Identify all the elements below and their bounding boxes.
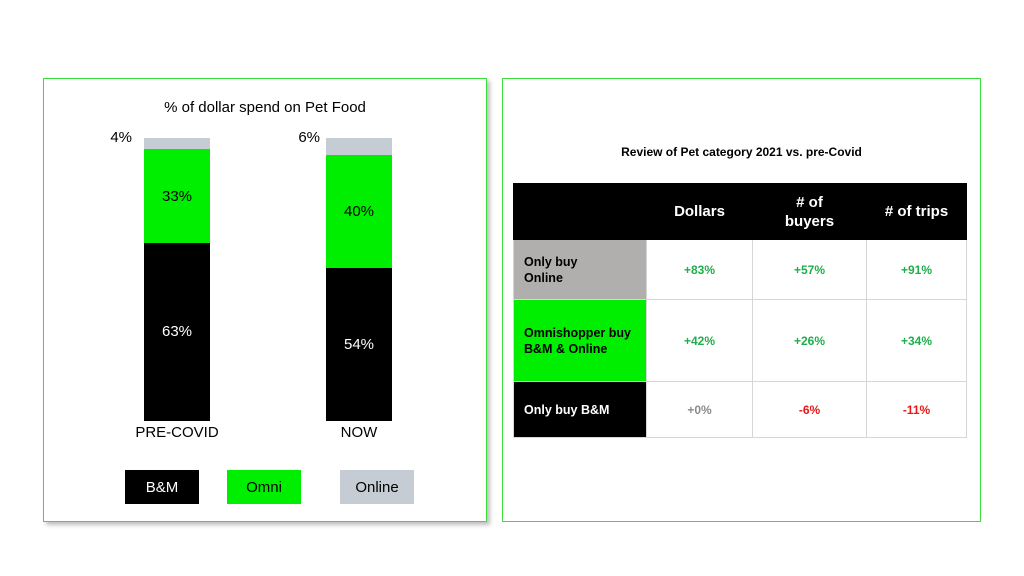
review-table: Dollars # of buyers # of trips Only buy …	[513, 183, 967, 438]
bar-now-online-segment	[326, 138, 392, 155]
legend-bm: B&M	[125, 470, 199, 504]
cell-only-bm-dollars: +0%	[646, 381, 753, 438]
row-label-only-bm: Only buy B&M	[513, 381, 647, 438]
legend-omni-label: Omni	[246, 478, 282, 496]
cell-only-bm-trips: -11%	[866, 381, 967, 438]
table-row: Omnishopper buy B&M & Online +42% +26% +…	[513, 299, 967, 382]
table-title: Review of Pet category 2021 vs. pre-Covi…	[621, 145, 862, 159]
cell-only-online-dollars: +83%	[646, 239, 753, 300]
cell-only-online-buyers: +57%	[752, 239, 867, 300]
row-label-omnishopper: Omnishopper buy B&M & Online	[513, 299, 647, 382]
data-label-pre-covid-online: 4%	[110, 129, 132, 146]
legend-online: Online	[340, 470, 414, 504]
data-label-now-bm: 54%	[343, 336, 375, 354]
bar-now-bm-segment: 54%	[326, 268, 392, 421]
review-table-panel: Review of Pet category 2021 vs. pre-Covi…	[502, 78, 981, 522]
data-label-pre-covid-bm: 63%	[161, 323, 193, 341]
legend-bm-label: B&M	[145, 478, 179, 496]
header-cell-empty	[513, 183, 647, 240]
header-buyers: # of buyers	[752, 183, 867, 240]
cell-omnishopper-trips: +34%	[866, 299, 967, 382]
chart-title: % of dollar spend on Pet Food	[164, 99, 366, 116]
cell-only-online-trips: +91%	[866, 239, 967, 300]
data-label-pre-covid-omni: 33%	[161, 187, 193, 205]
table-header-row: Dollars # of buyers # of trips	[513, 183, 967, 240]
cell-omnishopper-buyers: +26%	[752, 299, 867, 382]
cell-omnishopper-dollars: +42%	[646, 299, 753, 382]
stacked-bar-chart-panel: % of dollar spend on Pet Food 33% 63% 4%…	[43, 78, 487, 522]
bar-now: 40% 54%	[326, 138, 392, 421]
header-trips: # of trips	[866, 183, 967, 240]
row-label-only-online: Only buy Online	[513, 239, 647, 300]
bar-pre-covid: 33% 63%	[144, 138, 210, 421]
bar-pre-covid-online-segment	[144, 138, 210, 150]
bar-pre-covid-bm-segment: 63%	[144, 242, 210, 421]
header-buyers-label: # of buyers	[784, 193, 835, 230]
category-label-pre-covid: PRE-COVID	[135, 424, 219, 441]
row-label-only-online-text: Only buy Online	[524, 254, 578, 285]
row-label-omnishopper-text: Omnishopper buy B&M & Online	[524, 325, 631, 356]
cell-only-bm-buyers: -6%	[752, 381, 867, 438]
bar-pre-covid-omni-segment: 33%	[144, 149, 210, 243]
bar-now-omni-segment: 40%	[326, 154, 392, 269]
header-dollars: Dollars	[646, 183, 753, 240]
legend-online-label: Online	[355, 478, 399, 496]
legend-omni: Omni	[227, 470, 301, 504]
data-label-now-online: 6%	[298, 129, 320, 146]
table-row: Only buy Online +83% +57% +91%	[513, 239, 967, 300]
data-label-now-omni: 40%	[343, 203, 375, 221]
category-label-now: NOW	[340, 424, 378, 441]
table-row: Only buy B&M +0% -6% -11%	[513, 381, 967, 438]
